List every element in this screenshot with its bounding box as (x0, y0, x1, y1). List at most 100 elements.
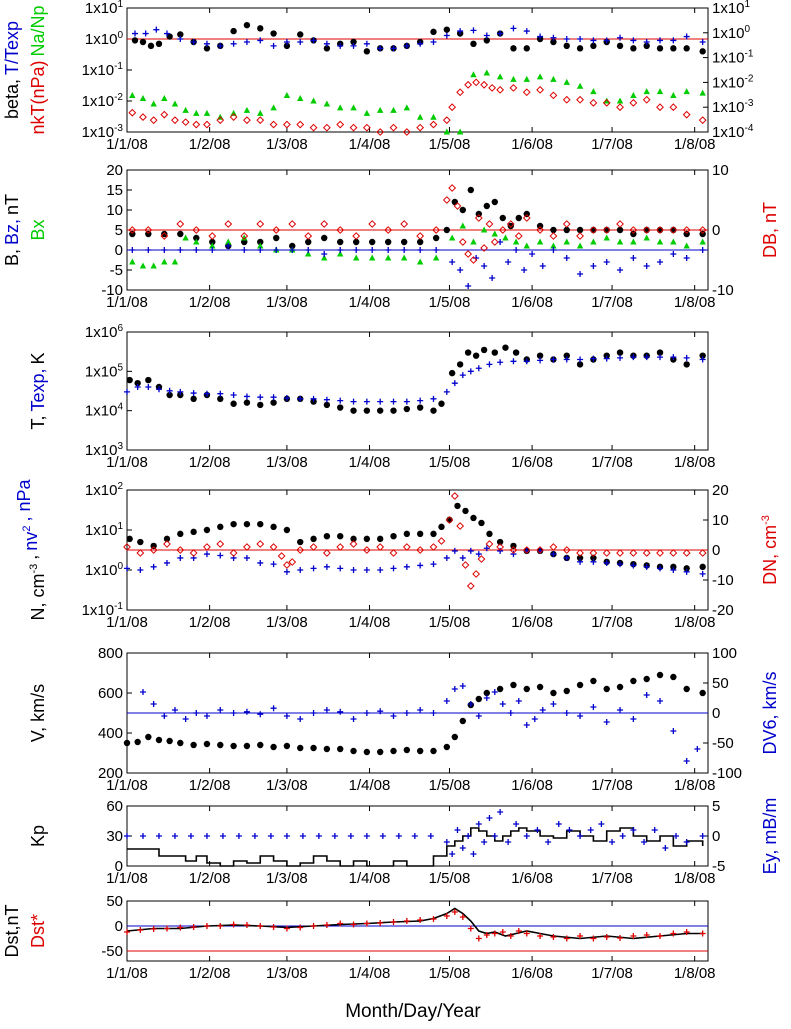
data-point (430, 561, 437, 568)
data-point (416, 747, 424, 755)
y-axis-title-part: T, (28, 416, 48, 430)
data-point (432, 226, 441, 234)
data-point (643, 932, 650, 938)
data-point (438, 523, 445, 531)
data-point (489, 275, 496, 281)
y-axis-title-left2: Bx (28, 219, 48, 240)
data-point (499, 929, 506, 935)
data-point (416, 546, 425, 554)
data-point (417, 917, 424, 923)
data-point (257, 242, 264, 249)
data-point (563, 687, 570, 695)
data-point (609, 839, 616, 845)
tick-label-right: -5 (712, 858, 725, 875)
data-point (602, 98, 611, 107)
data-point (390, 532, 397, 540)
data-point (515, 698, 522, 704)
data-point (630, 716, 637, 722)
data-point (656, 549, 664, 557)
data-point (160, 110, 169, 119)
tick-label-right: 10 (712, 162, 729, 179)
data-point (283, 42, 291, 50)
data-point (376, 748, 384, 756)
data-point (507, 710, 514, 716)
x-tick-label: 1/2/08 (189, 965, 231, 982)
tick-exponent: -1 (745, 49, 754, 60)
data-point (270, 104, 277, 111)
data-point (616, 103, 624, 112)
data-point (562, 95, 571, 104)
tick-mantissa: 1x10 (85, 522, 118, 539)
tick-label-left: -5 (110, 262, 123, 279)
data-point (283, 925, 290, 932)
x-tick-label: 1/7/08 (591, 136, 633, 153)
data-point (523, 75, 530, 82)
data-point (475, 935, 482, 942)
data-point (505, 259, 512, 265)
y-axis-title-right: Ey, mB/m (760, 798, 780, 875)
data-point (462, 507, 469, 515)
data-point (149, 116, 158, 125)
data-point (483, 695, 490, 701)
data-point (390, 713, 397, 719)
tick-label-right: 1x10-3 (712, 98, 754, 116)
data-point (643, 263, 650, 269)
data-point (350, 716, 357, 722)
data-point (670, 567, 677, 573)
data-point (669, 549, 678, 557)
data-point (449, 851, 456, 857)
data-point (616, 238, 624, 245)
tick-label-left: 60 (106, 798, 123, 815)
data-point (465, 833, 472, 839)
data-point (182, 106, 189, 113)
data-point (577, 558, 584, 565)
data-point (331, 833, 338, 839)
data-point (459, 914, 466, 920)
data-point (377, 920, 384, 926)
series-black (126, 502, 706, 572)
tick-label-left: -50 (101, 943, 123, 960)
y-axis-title-left: Dst,nT (2, 904, 22, 957)
data-point (137, 538, 144, 546)
data-point (683, 685, 690, 693)
data-point (699, 48, 706, 55)
data-point (193, 238, 200, 245)
data-point (283, 120, 291, 129)
data-point (368, 254, 376, 261)
data-point (337, 532, 344, 540)
data-point (337, 238, 344, 246)
data-point (363, 398, 370, 405)
data-point (376, 106, 384, 113)
data-point (349, 123, 358, 132)
x-tick-label: 1/3/08 (266, 136, 308, 153)
y-axis-title-part: B, (2, 249, 22, 266)
data-point (563, 238, 570, 245)
data-point (139, 38, 147, 46)
data-point (577, 833, 584, 839)
data-point (630, 230, 637, 238)
data-point (451, 686, 458, 692)
data-point (270, 394, 277, 401)
data-point (217, 741, 224, 749)
data-point (229, 113, 238, 121)
data-point (277, 552, 286, 560)
data-point (161, 230, 168, 238)
data-point (230, 742, 237, 750)
data-point (203, 40, 210, 47)
data-point (363, 833, 370, 839)
data-point (337, 565, 344, 572)
data-point (510, 551, 517, 558)
data-point (669, 226, 678, 234)
data-point (590, 554, 597, 562)
y-axis-title-left: N, cm-3, nv2 , nPa (14, 479, 48, 621)
data-point (230, 40, 237, 47)
data-point (347, 833, 354, 839)
data-point (470, 238, 477, 245)
data-point (124, 929, 130, 935)
data-point (470, 27, 477, 34)
data-point (243, 554, 250, 561)
data-point (350, 407, 357, 414)
data-point (603, 97, 610, 104)
data-point (523, 358, 530, 365)
data-point (641, 839, 648, 845)
